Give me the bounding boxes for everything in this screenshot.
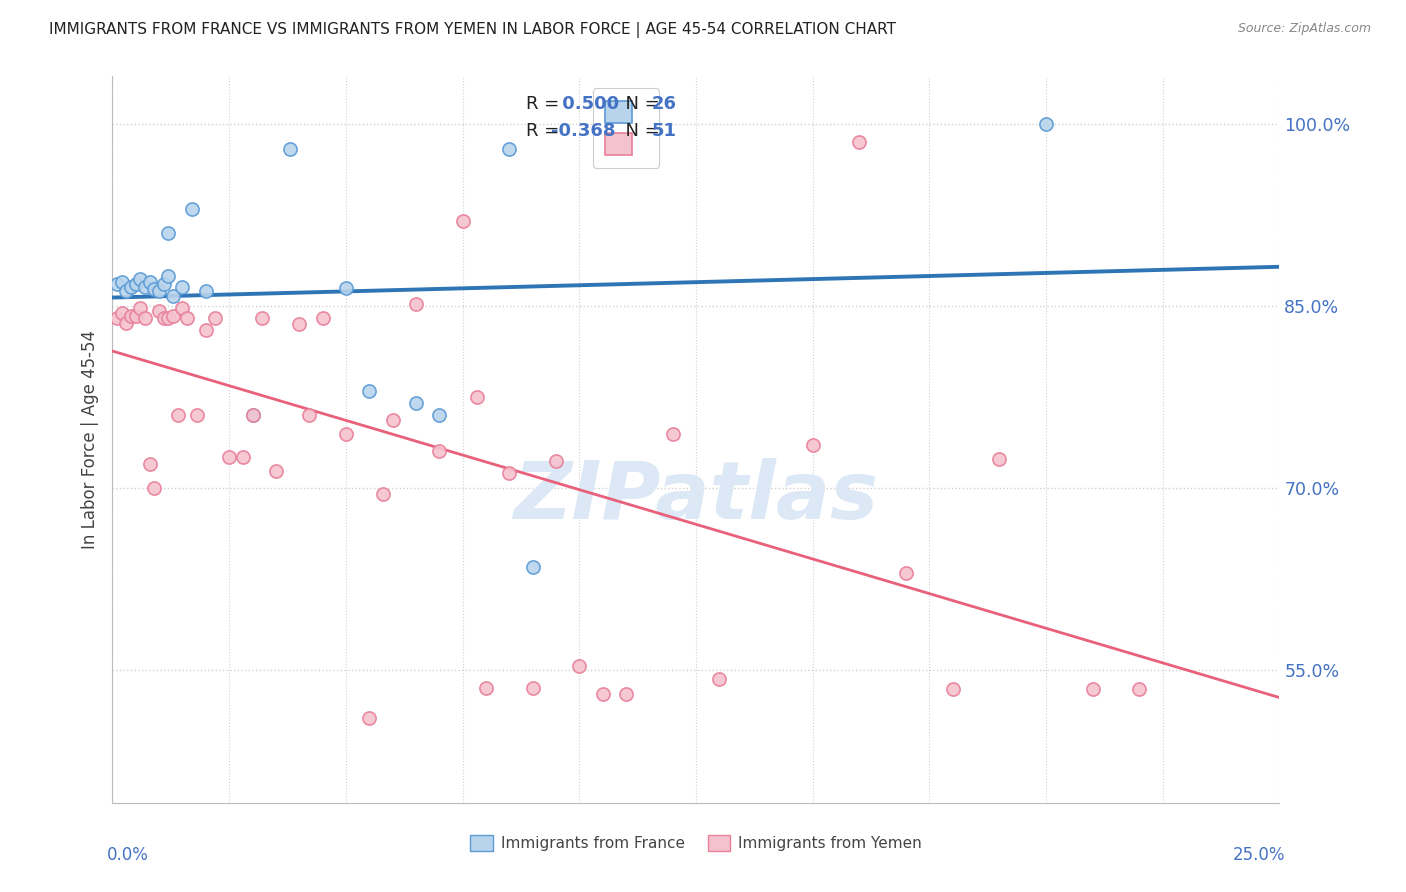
Point xyxy=(359,384,381,398)
Point xyxy=(139,457,162,471)
Point xyxy=(162,289,184,303)
Point xyxy=(111,306,134,320)
Point xyxy=(143,282,166,296)
Legend: Immigrants from France, Immigrants from Yemen: Immigrants from France, Immigrants from … xyxy=(464,829,928,857)
Text: 0.500: 0.500 xyxy=(555,95,619,112)
Point xyxy=(451,214,474,228)
Text: -0.368: -0.368 xyxy=(551,122,616,140)
Point xyxy=(498,142,520,156)
Point xyxy=(194,323,217,337)
Point xyxy=(120,279,142,293)
Point xyxy=(522,681,544,695)
Point xyxy=(427,444,450,458)
Point xyxy=(1035,117,1057,131)
Point xyxy=(335,281,357,295)
Point xyxy=(105,311,128,326)
Point xyxy=(139,275,162,289)
Text: R =: R = xyxy=(526,122,565,140)
Point xyxy=(614,687,637,701)
Point xyxy=(592,687,614,701)
Point xyxy=(176,311,198,326)
Point xyxy=(153,277,176,292)
Point xyxy=(111,275,134,289)
Point xyxy=(218,450,240,465)
Point xyxy=(405,396,427,410)
Point xyxy=(232,450,254,465)
Point xyxy=(311,311,333,326)
Point xyxy=(381,413,404,427)
Point xyxy=(544,454,567,468)
Text: 51: 51 xyxy=(651,122,676,140)
Point xyxy=(125,309,148,323)
Point xyxy=(129,272,152,286)
Point xyxy=(120,309,142,323)
Point xyxy=(288,317,311,331)
Point xyxy=(115,316,138,330)
Point xyxy=(172,301,194,316)
Point xyxy=(105,277,128,292)
Point xyxy=(186,408,208,422)
Point xyxy=(172,279,194,293)
Text: Source: ZipAtlas.com: Source: ZipAtlas.com xyxy=(1237,22,1371,36)
Y-axis label: In Labor Force | Age 45-54: In Labor Force | Age 45-54 xyxy=(80,330,98,549)
Point xyxy=(157,311,180,326)
Point xyxy=(801,438,824,452)
Point xyxy=(942,681,965,696)
Point xyxy=(278,142,301,156)
Point xyxy=(988,451,1011,466)
Point xyxy=(157,268,180,283)
Point xyxy=(848,136,870,150)
Point xyxy=(129,301,152,316)
Point xyxy=(153,311,176,326)
Point xyxy=(115,285,138,299)
Point xyxy=(475,681,498,695)
Point xyxy=(709,672,731,686)
Point xyxy=(359,711,381,725)
Text: IMMIGRANTS FROM FRANCE VS IMMIGRANTS FROM YEMEN IN LABOR FORCE | AGE 45-54 CORRE: IMMIGRANTS FROM FRANCE VS IMMIGRANTS FRO… xyxy=(49,22,896,38)
Text: ZIPatlas: ZIPatlas xyxy=(513,458,879,536)
Point xyxy=(180,202,202,216)
Point xyxy=(134,311,156,326)
Point xyxy=(242,408,264,422)
Point xyxy=(264,464,287,478)
Point xyxy=(522,559,544,574)
Point xyxy=(148,285,170,299)
Point xyxy=(148,304,170,318)
Point xyxy=(427,408,450,422)
Text: N =: N = xyxy=(614,95,666,112)
Point xyxy=(204,311,226,326)
Point xyxy=(297,408,319,422)
Point xyxy=(568,659,591,673)
Text: R =: R = xyxy=(526,95,565,112)
Point xyxy=(465,390,488,404)
Point xyxy=(1128,681,1150,696)
Point xyxy=(250,311,273,326)
Text: N =: N = xyxy=(614,122,666,140)
Point xyxy=(242,408,264,422)
Text: 0.0%: 0.0% xyxy=(107,847,149,864)
Point xyxy=(405,296,427,310)
Point xyxy=(661,427,683,442)
Text: 26: 26 xyxy=(651,95,676,112)
Text: 25.0%: 25.0% xyxy=(1233,847,1285,864)
Point xyxy=(894,566,917,580)
Point xyxy=(157,227,180,241)
Point xyxy=(373,487,395,501)
Point xyxy=(194,285,217,299)
Point xyxy=(162,309,184,323)
Point xyxy=(143,481,166,495)
Point xyxy=(134,279,156,293)
Point xyxy=(166,408,188,422)
Point xyxy=(498,467,520,481)
Point xyxy=(1081,681,1104,696)
Point xyxy=(125,277,148,292)
Point xyxy=(335,427,357,442)
